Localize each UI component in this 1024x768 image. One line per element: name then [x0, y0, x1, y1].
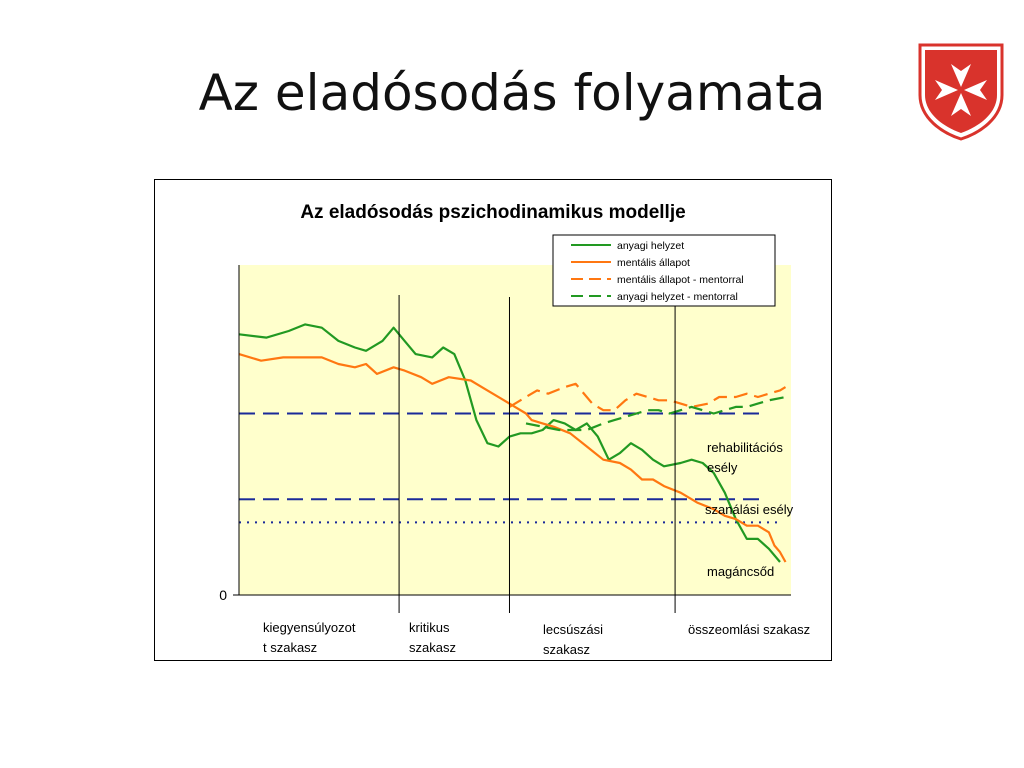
- phase-label: összeomlási szakasz: [688, 622, 810, 637]
- chart-title: Az eladósodás pszichodinamikus modellje: [300, 202, 685, 223]
- plot-area: [239, 265, 791, 595]
- legend-box: [552, 234, 776, 307]
- phase-label: szakasz: [543, 642, 590, 657]
- series-line: [508, 382, 787, 412]
- maltese-cross-shield-icon: [918, 43, 1004, 141]
- threshold-label: szanálási esély: [705, 502, 794, 517]
- legend-label: anyagi helyzet: [617, 240, 684, 252]
- y-tick-label: 0: [219, 587, 227, 603]
- phase-label: kritikus: [409, 620, 450, 635]
- series-line: [238, 353, 787, 563]
- legend: anyagi helyzet mentális állapot mentális á…: [552, 234, 776, 307]
- phase-label: t szakasz: [263, 640, 317, 655]
- threshold-label: esély: [707, 460, 738, 475]
- chart-frame: 0 Az eladósodás pszichodinamikus modellje…: [154, 179, 832, 661]
- series-line: [525, 395, 786, 432]
- y-axis-label: anyagi és mentális állapot: [203, 340, 219, 520]
- phase-label: lecsúszási: [543, 622, 603, 637]
- phase-label: kiegyensúlyozot: [263, 620, 356, 635]
- legend-label: mentális állapot - mentorral: [617, 274, 744, 286]
- phase-label: szakasz: [409, 640, 456, 655]
- legend-label: anyagi helyzet - mentorral: [617, 291, 738, 303]
- threshold-label: magáncsőd: [707, 564, 774, 579]
- chart: 0 Az eladósodás pszichodinamikus modellje…: [203, 202, 810, 657]
- logo-shield: [925, 50, 997, 133]
- threshold-label: rehabilitációs: [707, 440, 783, 455]
- slide-title: Az eladósodás folyamata: [198, 64, 826, 122]
- legend-label: mentális állapot: [617, 257, 690, 269]
- series-line: [238, 323, 781, 563]
- logo-cross: [935, 64, 987, 116]
